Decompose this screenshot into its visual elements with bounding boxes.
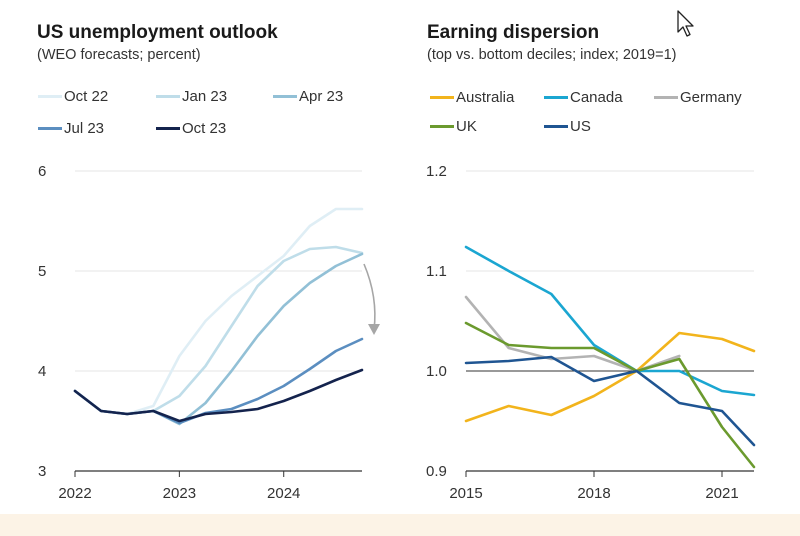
legend-label: Jul 23 [64,120,105,137]
y-tick-label: 5 [38,263,46,280]
legend-swatch [544,96,568,99]
y-tick-label: 1.1 [426,263,447,280]
legend-item-oct-23: Oct 23 [156,120,226,137]
legend-swatch [273,95,297,98]
x-tick-label: 2018 [577,485,610,502]
series-line-jul-23 [73,337,364,425]
legend-swatch [654,96,678,99]
legend-swatch [38,95,62,98]
legend-item-jul-23: Jul 23 [38,120,104,137]
legend-item-australia: Australia [430,89,514,106]
series-line-us [464,355,756,447]
legend-swatch [544,125,568,128]
annotation-arrow-head [368,324,380,335]
series-line-canada [464,245,756,397]
legend-item-uk: UK [430,118,477,135]
y-tick-label: 6 [38,163,46,180]
legend-swatch [430,125,454,128]
series-line-australia [464,331,756,423]
x-tick-label: 2015 [449,485,482,502]
legend-swatch [156,127,180,130]
legend-item-apr-23: Apr 23 [273,88,343,105]
legend-item-germany: Germany [654,89,742,106]
legend-label: Canada [570,89,623,106]
series-line-uk [464,321,756,469]
left-chart-subtitle: (WEO forecasts; percent) [37,47,201,63]
right-chart-subtitle: (top vs. bottom deciles; index; 2019=1) [427,47,677,63]
legend-item-us: US [544,118,591,135]
legend-item-oct-22: Oct 22 [38,88,108,105]
series-line-apr-23 [73,252,364,426]
legend-label: Germany [680,89,742,106]
y-tick-label: 0.9 [426,463,447,480]
legend-swatch [38,127,62,130]
legend-label: Australia [456,89,515,106]
series-line-oct-23 [73,368,364,423]
legend-item-canada: Canada [544,89,623,106]
series-line-oct-22 [73,207,364,416]
legend-label: Apr 23 [299,88,344,105]
annotation-arrow-shaft [363,263,376,331]
y-tick-label: 1.0 [426,363,447,380]
legend-label: Oct 22 [64,88,109,105]
legend-swatch [156,95,180,98]
y-tick-label: 1.2 [426,163,447,180]
legend-swatch [430,96,454,99]
x-tick-label: 2023 [163,485,196,502]
legend-label: US [570,118,591,135]
right-chart-title: Earning dispersion [427,22,600,43]
y-tick-label: 4 [38,363,46,380]
legend-label: Oct 23 [182,120,227,137]
x-tick-label: 2021 [705,485,738,502]
y-tick-label: 3 [38,463,46,480]
legend-item-jan-23: Jan 23 [156,88,227,105]
bottom-band [0,514,800,536]
mouse-cursor-icon [677,10,694,37]
left-chart-title: US unemployment outlook [37,22,278,43]
x-tick-label: 2024 [267,485,300,502]
legend-label: UK [456,118,477,135]
legend-label: Jan 23 [182,88,228,105]
x-tick-label: 2022 [58,485,91,502]
